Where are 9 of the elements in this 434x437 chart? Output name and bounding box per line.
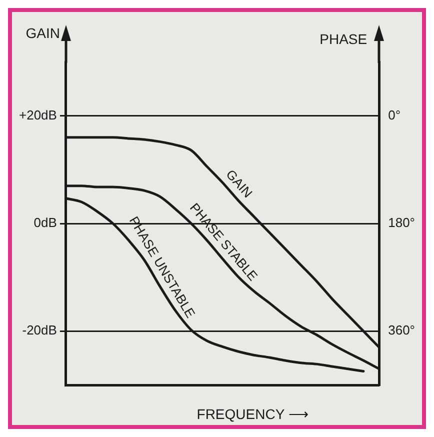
y-tick-label: 0dB — [34, 215, 57, 230]
y-axis-title: GAIN — [26, 24, 60, 41]
y2-tick-label: 360° — [388, 322, 415, 338]
y2-tick-label: 180° — [388, 215, 415, 230]
y2-tick-label: 0° — [388, 107, 401, 122]
y-tick-label: +20dB — [19, 107, 57, 122]
y-tick-label: -20dB — [22, 322, 57, 338]
y2-axis-title: PHASE — [320, 30, 368, 47]
x-axis-title: FREQUENCY ⟶ — [196, 406, 308, 422]
